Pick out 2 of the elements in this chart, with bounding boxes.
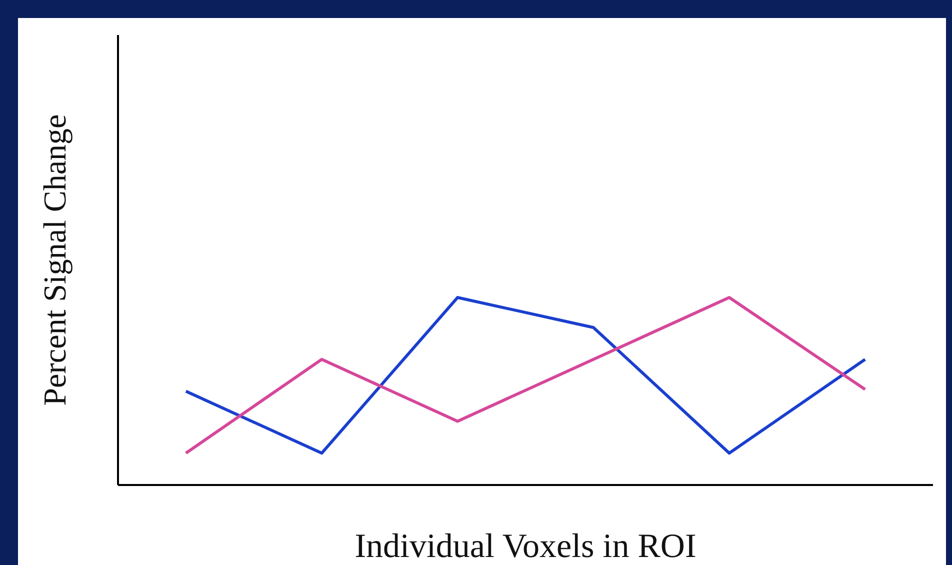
y-axis-title: Percent Signal Change <box>36 114 72 406</box>
x-axis-title: Individual Voxels in ROI <box>354 528 696 565</box>
